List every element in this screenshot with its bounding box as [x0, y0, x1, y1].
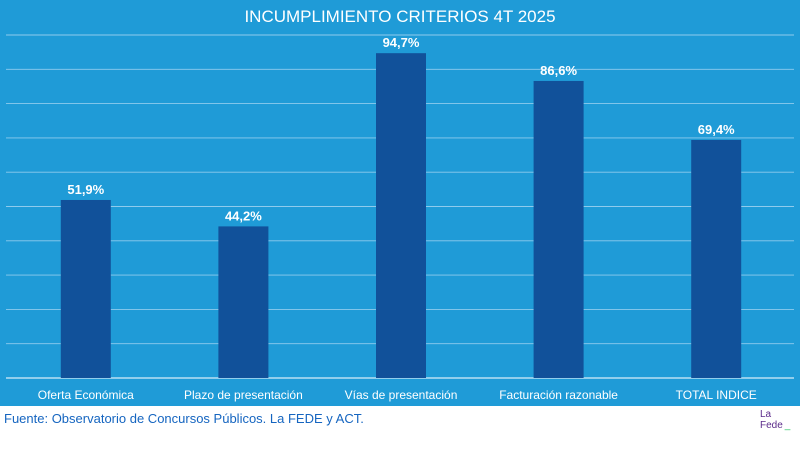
bar — [60, 199, 111, 378]
bar — [533, 80, 584, 378]
data-label: 69,4% — [698, 122, 735, 137]
chart-title: INCUMPLIMIENTO CRITERIOS 4T 2025 — [244, 7, 556, 26]
chart-panel: INCUMPLIMIENTO CRITERIOS 4T 2025 51,9% 44… — [0, 0, 800, 406]
category-label: TOTAL INDICE — [676, 388, 757, 402]
category-label: Oferta Económica — [38, 388, 134, 402]
data-label: 51,9% — [67, 182, 104, 197]
category-label: Vías de presentación — [345, 388, 458, 402]
value-labels: 51,9% 44,2% 94,7% 86,6% 69,4% — [67, 35, 735, 223]
logo-underscore-icon: _ — [784, 420, 791, 431]
data-label: 44,2% — [225, 208, 262, 223]
bar — [376, 53, 426, 378]
data-label: 86,6% — [540, 63, 577, 78]
bars — [60, 53, 742, 378]
data-label: 94,7% — [383, 35, 420, 50]
category-label: Plazo de presentación — [184, 388, 303, 402]
bar-chart: 51,9% 44,2% 94,7% 86,6% 69,4% Oferta Económi… — [6, 34, 794, 402]
logo-line-1: La — [760, 409, 772, 420]
category-label: Facturación razonable — [499, 388, 618, 402]
la-fede-logo: La Fede _ — [760, 409, 796, 431]
bar — [691, 139, 742, 378]
logo-line-2: Fede — [760, 420, 783, 431]
category-labels: Oferta Económica Plazo de presentación Vía… — [38, 388, 757, 402]
source-note: Fuente: Observatorio de Concursos Públic… — [4, 411, 364, 426]
bar — [218, 226, 269, 378]
